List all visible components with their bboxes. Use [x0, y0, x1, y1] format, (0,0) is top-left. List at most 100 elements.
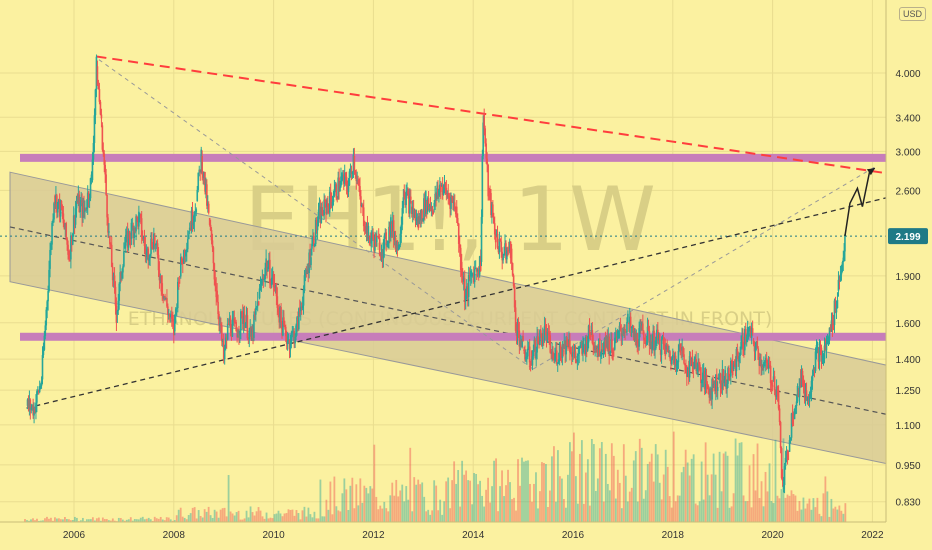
candle-body — [741, 336, 743, 342]
candle-body — [457, 223, 460, 244]
volume-bar — [307, 507, 310, 522]
candle-body — [552, 351, 554, 359]
volume-bar — [541, 462, 543, 522]
volume-bar — [481, 495, 483, 522]
volume-bar — [107, 520, 110, 522]
time-axis[interactable]: 2006 2008 2010 2012 2014 2016 2018 2020 2022 — [0, 521, 932, 550]
candle-body — [143, 237, 146, 246]
candle-body — [585, 336, 588, 351]
candle-body — [144, 245, 147, 254]
candle-body — [501, 251, 504, 261]
candle-body — [240, 311, 242, 331]
candle-body — [549, 335, 552, 353]
candle-body — [604, 338, 607, 351]
volume-bar — [359, 478, 362, 522]
candle-body — [555, 350, 558, 364]
volume-bar — [503, 496, 505, 522]
candle-body — [173, 321, 175, 336]
volume-bar — [411, 511, 414, 522]
candle-body — [268, 259, 270, 268]
volume-bar — [34, 520, 36, 522]
candle-body — [471, 273, 474, 275]
candle-body — [256, 301, 259, 307]
candle-body — [663, 343, 666, 346]
candle-body — [101, 125, 104, 150]
candle-body — [430, 206, 433, 209]
candle-body — [421, 210, 423, 221]
candle-body — [641, 323, 643, 326]
volume-bar — [726, 455, 729, 522]
candle-body — [476, 269, 479, 272]
volume-bar — [289, 509, 292, 522]
candle-body — [94, 89, 97, 116]
candle-body — [487, 164, 489, 197]
candle-body — [832, 322, 835, 326]
candle-body — [97, 85, 100, 90]
candle-body — [786, 451, 789, 460]
volume-bar — [52, 520, 54, 522]
volume-bar — [758, 498, 761, 522]
candle-body — [692, 364, 695, 369]
volume-bar — [355, 484, 358, 522]
candle-body — [303, 275, 306, 291]
volume-bar — [521, 457, 523, 522]
candle-body — [243, 314, 246, 328]
candle-body — [404, 196, 407, 206]
candle-body — [233, 318, 236, 322]
candle-body — [313, 244, 316, 247]
candle-body — [680, 349, 683, 351]
candle-body — [387, 240, 389, 245]
volume-bar — [559, 476, 561, 522]
volume-bar — [219, 509, 222, 522]
candle-body — [242, 315, 245, 324]
candle-body — [245, 315, 248, 324]
volume-bar — [205, 511, 208, 522]
volume-bar — [602, 501, 605, 522]
volume-bar — [798, 501, 801, 522]
volume-bar — [784, 497, 787, 522]
volume-bar — [159, 516, 162, 522]
candle-body — [613, 337, 616, 350]
volume-bar — [616, 469, 619, 522]
volume-bar — [129, 517, 132, 522]
currency-badge[interactable]: USD — [898, 7, 926, 21]
projection-arrowhead — [866, 168, 875, 176]
candle-body — [81, 200, 83, 218]
candle-body — [199, 169, 202, 173]
y-tick-label: 1.400 — [895, 355, 920, 366]
candle-body — [584, 345, 586, 355]
candle-body — [196, 189, 199, 202]
volume-bar — [618, 482, 621, 522]
volume-bar — [175, 515, 178, 522]
candle-body — [349, 170, 352, 172]
candle-body — [391, 223, 393, 232]
candle-body — [529, 362, 532, 366]
volume-bar — [173, 520, 176, 522]
candle-body — [544, 325, 547, 328]
candle-body — [171, 314, 173, 319]
candle-body — [669, 351, 671, 359]
candle-body — [470, 273, 473, 276]
candle-body — [172, 318, 174, 322]
candle-body — [159, 275, 162, 281]
volume-bar — [812, 498, 815, 522]
candle-body — [503, 254, 505, 256]
candle-body — [652, 330, 654, 342]
candle-body — [237, 334, 239, 338]
candle-body — [424, 198, 426, 214]
candle-body — [173, 314, 176, 332]
candle-body — [63, 223, 66, 230]
candle-body — [577, 353, 580, 356]
volume-bar — [543, 462, 545, 522]
candle-body — [391, 220, 394, 232]
volume-bar — [429, 514, 432, 522]
candle-body — [730, 361, 733, 364]
candle-body — [402, 197, 405, 209]
candle-body — [694, 357, 697, 362]
candle-body — [616, 331, 619, 338]
volume-bar — [806, 503, 809, 522]
price-axis[interactable]: 4.000 3.400 3.000 2.600 2.199 1.900 1.600 1.400… — [885, 0, 932, 550]
candle-body — [821, 355, 824, 362]
candle-body — [373, 239, 375, 251]
